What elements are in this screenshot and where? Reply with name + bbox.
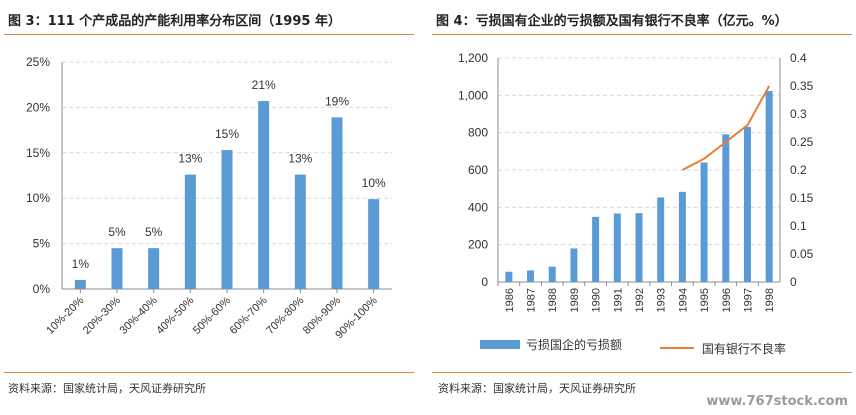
y-right-tick-label: 0.1 [790, 219, 807, 233]
loss-bar [722, 134, 730, 282]
y-tick-label: 15% [26, 146, 50, 160]
x-tick-label: 1987 [526, 288, 538, 312]
legend-swatch-bar [480, 340, 520, 349]
bar [221, 150, 233, 289]
x-tick-label: 1997 [742, 288, 754, 312]
legend-label-loss: 亏损国企的亏损额 [526, 338, 623, 352]
y-left-tick-label: 1,200 [458, 51, 488, 65]
legend-item-npl: 国有银行不良率 [659, 340, 786, 357]
x-tick-label: 20%-30% [81, 294, 123, 336]
loss-bar [570, 248, 578, 282]
x-tick-label: 70%-80% [264, 294, 306, 336]
y-left-tick-label: 800 [468, 126, 488, 140]
legend-item-loss: 亏损国企的亏损额 [480, 336, 622, 353]
loss-bar [743, 126, 751, 282]
y-left-tick-label: 0 [481, 275, 488, 289]
y-right-tick-label: 0.3 [790, 107, 807, 121]
loss-bar [765, 91, 773, 282]
right-source-rule [432, 372, 852, 373]
capacity-utilization-bar-chart: 0% 5% 10% 15% 20% 25% 1% 10%-20% 5% 20%-30% 5% 30%-… [26, 55, 392, 341]
bar [258, 101, 270, 289]
legend-label-npl: 国有银行不良率 [701, 341, 786, 356]
left-title-rule [4, 34, 414, 35]
y-tick-label: 25% [26, 55, 50, 69]
right-title-rule [432, 34, 852, 35]
watermark: www.767stock.com [706, 394, 848, 409]
x-tick-label: 1992 [634, 288, 646, 312]
left-chart-title: 图 3：111 个产成品的产能利用率分布区间（1995 年） [8, 14, 341, 29]
data-label: 10% [362, 176, 386, 190]
y-right-tick-label: 0.2 [790, 163, 807, 177]
y-tick-label: 20% [26, 100, 50, 114]
legend-swatch-line [659, 347, 694, 349]
data-label: 19% [325, 94, 349, 108]
x-tick-label: 1988 [547, 288, 559, 312]
bar [111, 248, 123, 289]
x-tick-label: 10%-20% [44, 294, 86, 336]
left-source-note: 资料来源：国家统计局，天风证券研究所 [8, 382, 206, 395]
y-right-tick-label: 0.4 [790, 51, 807, 65]
bar [148, 248, 160, 289]
x-tick-label: 1994 [677, 288, 689, 312]
x-tick-label: 1990 [591, 288, 603, 312]
data-label: 15% [215, 127, 239, 141]
loss-bar [700, 162, 708, 282]
x-tick-label: 1989 [569, 288, 581, 312]
x-tick-label: 40%-50% [154, 294, 196, 336]
bar [294, 174, 306, 289]
x-tick-label: 1986 [504, 288, 516, 312]
y-left-tick-label: 600 [468, 163, 488, 177]
loss-bar [527, 270, 535, 282]
y-tick-label: 0% [33, 282, 51, 296]
x-tick-label: 1998 [764, 288, 776, 312]
y-left-tick-label: 400 [468, 200, 488, 214]
x-tick-label: 1993 [656, 288, 668, 312]
y-right-tick-label: 0.05 [790, 247, 814, 261]
data-label: 5% [145, 225, 163, 239]
npl-ratio-line [681, 85, 771, 171]
right-chart-title: 图 4：亏损国有企业的亏损额及国有银行不良率（亿元。%） [436, 14, 788, 29]
loss-bar [505, 271, 513, 282]
y-left-tick-label: 1,000 [458, 88, 488, 102]
bar [331, 117, 343, 289]
right-chart-legend: 亏损国企的亏损额 国有银行不良率 [480, 336, 820, 357]
loss-bar [657, 197, 665, 282]
data-label: 21% [252, 78, 276, 92]
y-tick-label: 10% [26, 191, 50, 205]
y-right-tick-label: 0 [790, 275, 797, 289]
data-label: 1% [72, 257, 90, 271]
loss-and-npl-combo-chart: 0 200 400 600 800 1,000 1,200 0 0.05 0.1 0.15 0.2 0.… [458, 51, 814, 312]
loss-bar [548, 266, 556, 282]
data-label: 13% [288, 152, 312, 166]
bar [184, 174, 196, 289]
loss-bar [678, 191, 686, 282]
x-tick-label: 60%-70% [228, 294, 270, 336]
loss-bar [635, 213, 643, 282]
data-label: 13% [178, 152, 202, 166]
right-source-note: 资料来源：国家统计局，天风证券研究所 [438, 382, 636, 395]
bar [74, 279, 86, 289]
y-right-tick-label: 0.25 [790, 135, 814, 149]
bar [368, 199, 380, 289]
left-source-rule [4, 372, 414, 373]
loss-bar [613, 213, 621, 282]
x-tick-label: 1995 [699, 288, 711, 312]
x-tick-label: 1996 [721, 288, 733, 312]
loss-bar [592, 216, 600, 282]
data-label: 5% [108, 225, 126, 239]
y-left-tick-label: 200 [468, 238, 488, 252]
y-right-tick-label: 0.35 [790, 79, 814, 93]
x-tick-label: 50%-60% [191, 294, 233, 336]
y-tick-label: 5% [33, 237, 51, 251]
y-right-tick-label: 0.15 [790, 191, 814, 205]
x-tick-label: 30%-40% [118, 294, 160, 336]
x-tick-label: 1991 [612, 288, 624, 312]
